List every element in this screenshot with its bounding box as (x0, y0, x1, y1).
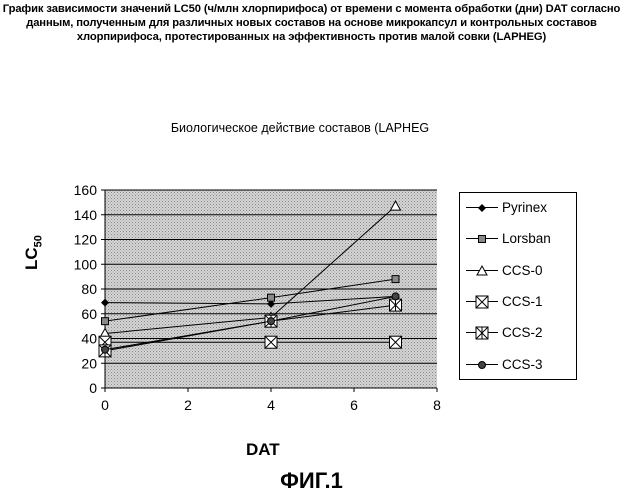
y-tick-label: 100 (74, 256, 98, 272)
chart-title: Биологическое действие составов (LAPHEG (170, 121, 430, 135)
heading-line-3: хлорпирифоса, протестированных на эффект… (76, 31, 547, 43)
square-shape (391, 275, 400, 284)
data-point-lorsban (391, 275, 400, 284)
x-axis-label: DAT (246, 440, 280, 459)
legend-marker-shape (475, 326, 489, 340)
data-point-ccs-2 (389, 298, 402, 312)
legend-marker-shape (478, 360, 486, 369)
legend-item-pyrinex: Pyrinex (460, 198, 578, 218)
legend-item-ccs-3: CCS-3 (460, 355, 578, 375)
circle-shape (267, 317, 275, 326)
figure-label: ФИГ.1 (280, 468, 343, 493)
chart-legend: Pyrinex Lorsban CCS-0 CCS-1 CCS-2 CCS-3 (459, 192, 577, 380)
diamond-shape (478, 204, 486, 212)
y-tick-label: 20 (81, 355, 97, 371)
y-tick-label: 80 (81, 281, 97, 297)
data-point-ccs-3 (101, 345, 109, 354)
legend-marker-lorsban (478, 235, 486, 244)
diamond-shape (267, 299, 275, 308)
y-tick-label: 140 (74, 207, 98, 223)
legend-item-ccs-0: CCS-0 (460, 261, 578, 281)
x-tick-label: 0 (101, 397, 109, 413)
y-tick-label: 0 (89, 380, 97, 396)
legend-marker-pyrinex (478, 204, 486, 212)
data-point-lorsban (267, 293, 275, 302)
box-x-line-2 (389, 335, 402, 349)
data-point-lorsban (101, 317, 109, 326)
heading-line-2: данным, полученным для различных новых с… (26, 17, 597, 29)
y-tick-label: 60 (81, 306, 97, 322)
diamond-shape (101, 298, 109, 307)
legend-marker-shape (475, 295, 489, 309)
square-shape (101, 317, 109, 326)
data-point-ccs-1 (389, 335, 402, 349)
box-x-line-2 (475, 295, 489, 309)
data-point-ccs-1 (264, 335, 278, 349)
legend-label: Lorsban (502, 231, 551, 247)
legend-label: CCS-3 (502, 356, 543, 372)
data-point-ccs-0 (389, 200, 402, 211)
square-shape (267, 293, 275, 302)
x-tick-label: 4 (267, 397, 275, 413)
data-point-pyrinex (267, 299, 275, 308)
legend-label: Pyrinex (502, 200, 548, 215)
legend-marker-ccs-1 (475, 295, 489, 309)
y-tick-label: 120 (74, 232, 98, 248)
legend-marker-ccs-2 (475, 326, 489, 340)
y-axis-label-subscript: 50 (32, 235, 45, 248)
figure-heading: График зависимости значений LC50 (ч/млн … (0, 2, 623, 44)
circle-shape (101, 345, 109, 354)
legend-marker-ccs-3 (478, 360, 486, 369)
x-tick-label: 6 (350, 397, 358, 413)
legend-marker-ccs-0 (476, 264, 488, 276)
square-shape (478, 235, 486, 244)
legend-label: CCS-2 (502, 325, 543, 341)
legend-marker-shape (478, 235, 486, 244)
triangle-shape (389, 200, 402, 211)
triangle-shape (476, 264, 488, 276)
data-point-pyrinex (101, 298, 109, 307)
legend-marker-shape (476, 264, 488, 276)
legend-item-lorsban: Lorsban (460, 229, 578, 249)
legend-item-ccs-2: CCS-2 (460, 323, 578, 343)
y-axis-label-text: LC (22, 247, 41, 270)
y-tick-label: 40 (81, 331, 97, 347)
y-axis-label: LC50 (22, 235, 44, 270)
heading-line-1: График зависимости значений LC50 (ч/млн … (2, 3, 621, 15)
box-x-line-2 (264, 335, 278, 349)
legend-label: CCS-0 (502, 262, 543, 278)
legend-label: CCS-1 (502, 293, 543, 309)
data-point-ccs-3 (267, 317, 275, 326)
y-tick-label: 160 (74, 182, 98, 198)
x-tick-label: 2 (184, 397, 192, 413)
legend-item-ccs-1: CCS-1 (460, 292, 578, 312)
data-point-ccs-3 (391, 292, 400, 301)
x-tick-label: 8 (433, 397, 441, 413)
circle-shape (391, 292, 400, 301)
circle-shape (478, 360, 486, 369)
legend-marker-shape (478, 204, 486, 212)
